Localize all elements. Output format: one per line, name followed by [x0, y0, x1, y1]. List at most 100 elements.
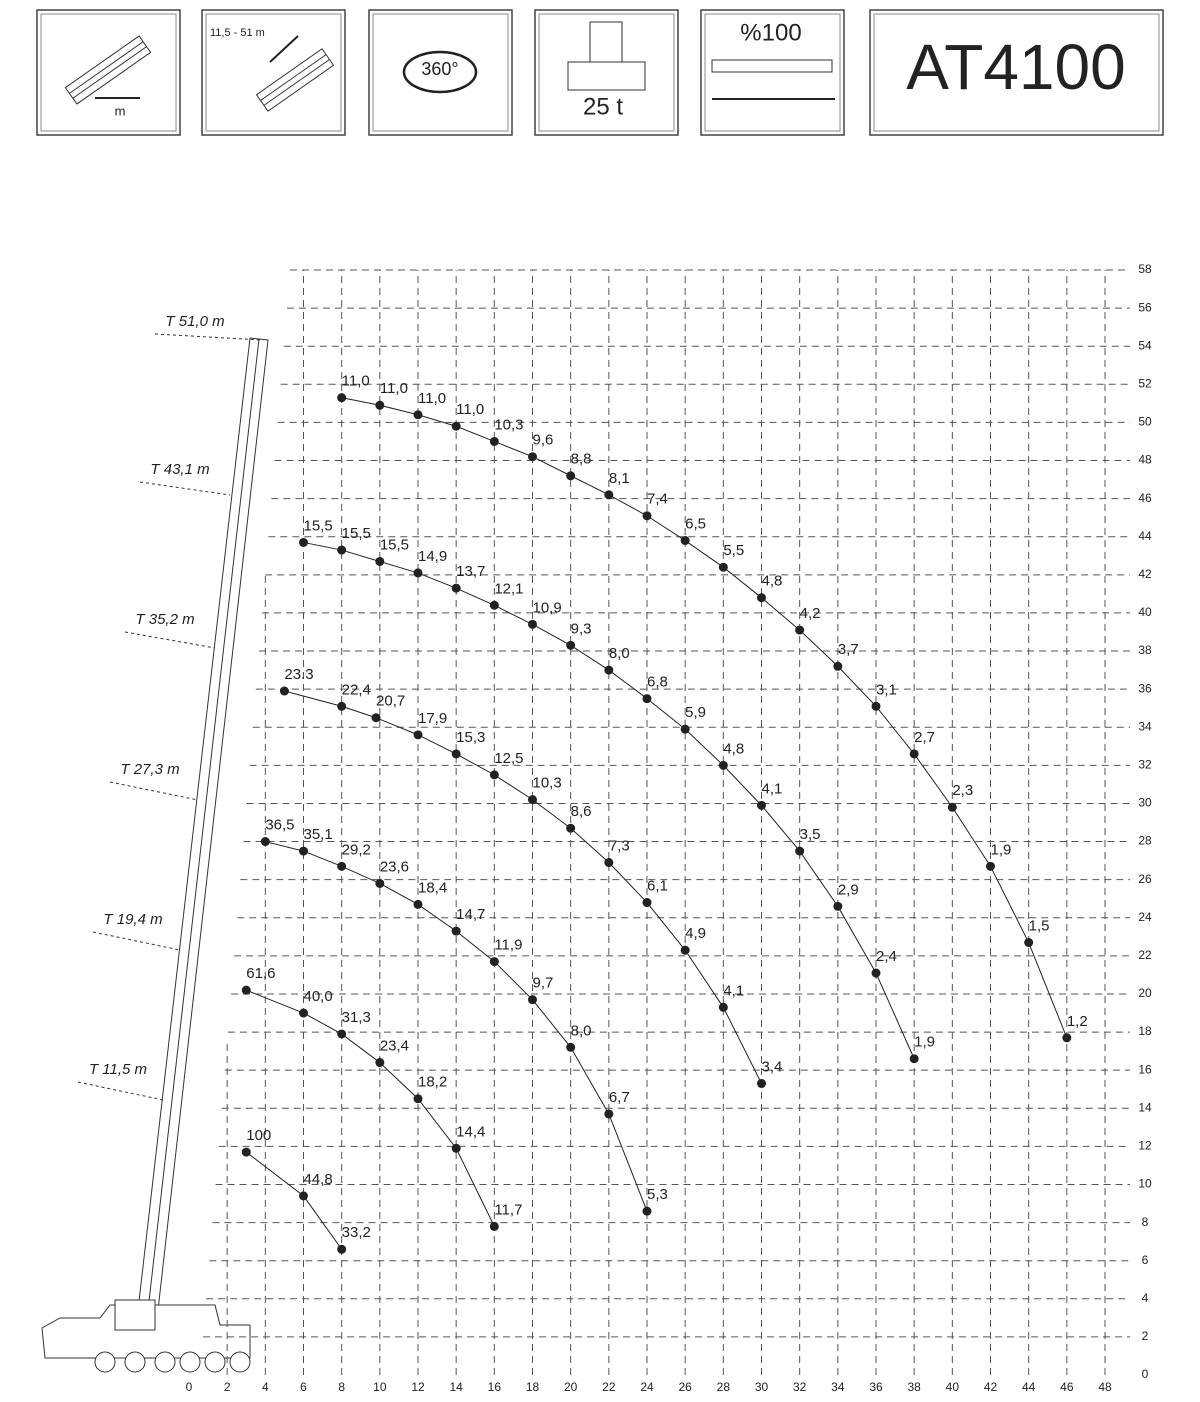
icon-label: 25 t: [583, 93, 623, 120]
load-point: [375, 556, 385, 566]
boom-length: T 35,2 m: [135, 611, 194, 628]
load-label: 1,9: [914, 1034, 935, 1051]
x-tick-label: 42: [984, 1380, 998, 1394]
load-point: [299, 1008, 308, 1018]
load-curve: [245, 1151, 343, 1250]
load-point: [795, 625, 805, 635]
x-tick-label: 2: [224, 1380, 231, 1394]
load-point: [757, 593, 766, 603]
y-tick-label: 4: [1142, 1291, 1149, 1305]
load-label: 3,7: [838, 641, 859, 658]
load-label: 9,6: [533, 432, 554, 449]
load-point: [413, 410, 423, 420]
load-label: 15,5: [380, 536, 409, 553]
load-label: 14,4: [456, 1123, 485, 1140]
load-point: [371, 713, 381, 723]
load-point: [299, 846, 308, 856]
load-point: [642, 898, 652, 908]
load-label: 44,8: [304, 1171, 333, 1188]
load-label: 1,5: [1029, 917, 1050, 934]
load-point: [718, 1002, 728, 1012]
boom-leader: [92, 931, 181, 951]
icon-label: %100: [740, 19, 801, 46]
load-point: [566, 823, 576, 833]
load-point: [375, 878, 385, 888]
y-tick-label: 26: [1138, 872, 1152, 886]
load-curve: [341, 397, 1068, 1038]
y-tick-label: 58: [1138, 262, 1152, 276]
load-label: 5,5: [723, 542, 744, 559]
x-tick-label: 20: [564, 1380, 578, 1394]
load-label: 11,9: [494, 937, 522, 954]
load-label: 8,1: [609, 470, 630, 487]
load-point: [451, 1143, 461, 1153]
load-label: 23.3: [284, 666, 313, 683]
load-point: [718, 760, 728, 770]
load-label: 14,9: [418, 548, 447, 565]
load-label: 10,3: [533, 775, 562, 792]
load-point: [413, 730, 423, 740]
y-tick-label: 16: [1138, 1062, 1152, 1076]
load-point: [489, 770, 499, 780]
load-label: 20,7: [376, 693, 405, 710]
load-point: [241, 1147, 251, 1157]
x-tick-label: 10: [373, 1380, 387, 1394]
load-label: 4,1: [723, 982, 744, 999]
header: m 11,5 - 51 m 360° 25 t %100 AT4100: [36, 9, 1164, 136]
y-tick-label: 54: [1138, 338, 1152, 352]
load-label: 10,9: [533, 599, 562, 616]
load-point: [566, 640, 576, 650]
boom-leader: [109, 781, 199, 801]
y-tick-label: 34: [1138, 719, 1152, 733]
load-label: 2,9: [838, 881, 859, 898]
load-point: [299, 1191, 308, 1201]
y-tick-label: 40: [1138, 605, 1152, 619]
load-label: 4,9: [685, 925, 706, 942]
load-label: 4,1: [762, 780, 783, 797]
load-label: 4,8: [723, 740, 744, 757]
x-tick-label: 4: [262, 1380, 269, 1394]
load-label: 12,5: [494, 750, 523, 767]
load-label: 7,3: [609, 837, 630, 854]
y-tick-label: 18: [1138, 1024, 1152, 1038]
x-tick-label: 32: [793, 1380, 807, 1394]
x-tick-label: 0: [186, 1380, 193, 1394]
y-tick-label: 42: [1138, 567, 1152, 581]
load-point: [757, 800, 766, 810]
boom-length: T 43,1 m: [150, 461, 209, 478]
load-label: 23,6: [380, 858, 409, 875]
load-point: [947, 802, 957, 812]
y-tick-label: 30: [1138, 796, 1152, 810]
load-point: [337, 545, 347, 555]
load-point: [642, 511, 652, 521]
load-point: [566, 471, 576, 481]
load-point: [604, 490, 614, 500]
load-point: [680, 724, 690, 734]
load-label: 2,7: [914, 729, 935, 746]
load-label: 11,0: [418, 390, 446, 407]
y-tick-label: 8: [1142, 1215, 1149, 1229]
y-tick-label: 14: [1138, 1100, 1152, 1114]
load-label: 33,2: [342, 1224, 371, 1241]
load-point: [413, 899, 423, 909]
load-point: [566, 1042, 576, 1052]
load-point: [279, 686, 289, 696]
boom-leader: [124, 631, 216, 649]
load-point: [642, 1206, 652, 1216]
load-point: [1024, 938, 1034, 948]
load-point: [241, 985, 251, 995]
load-point: [909, 1054, 919, 1064]
load-label: 18,4: [418, 879, 447, 896]
load-point: [986, 861, 995, 871]
load-label: 8,0: [571, 1022, 592, 1039]
y-tick-label: 52: [1138, 376, 1152, 390]
load-point: [604, 665, 614, 675]
load-label: 11,0: [342, 373, 370, 390]
x-tick-label: 28: [717, 1380, 731, 1394]
load-label: 11,0: [456, 401, 484, 418]
load-point: [795, 846, 805, 856]
load-label: 13,7: [456, 563, 485, 580]
load-label: 11,0: [380, 380, 408, 397]
load-label: 5,3: [647, 1186, 668, 1203]
